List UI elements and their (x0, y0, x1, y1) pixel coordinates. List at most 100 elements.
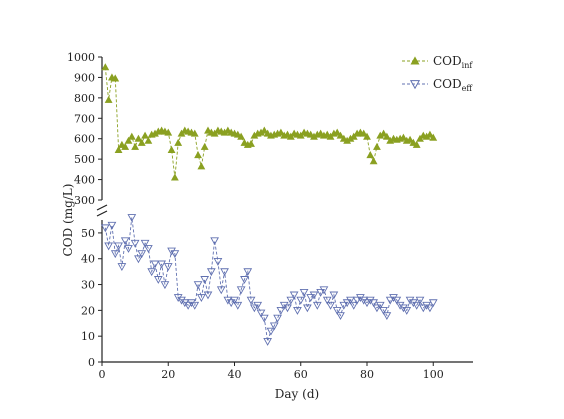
data-point-inf (260, 126, 269, 134)
data-point-eff (375, 301, 385, 310)
data-point-inf (194, 151, 202, 159)
data-point-eff (326, 301, 335, 310)
data-point-eff (322, 296, 332, 305)
upper-y-tick-label: 400 (74, 174, 95, 187)
data-point-eff (372, 304, 382, 313)
axis-break (96, 204, 108, 217)
data-point-inf (141, 131, 149, 139)
legend-marker-inf (410, 56, 420, 65)
data-point-eff (177, 296, 186, 305)
data-point-eff (124, 245, 133, 253)
upper-y-tick-label: 500 (74, 153, 95, 166)
upper-y-tick-label: 800 (74, 92, 95, 105)
data-point-inf (137, 138, 146, 146)
data-point-inf (190, 129, 199, 137)
data-point-eff (210, 237, 219, 246)
data-point-eff (230, 296, 239, 305)
data-point-inf (379, 129, 388, 137)
data-point-eff (134, 255, 143, 264)
data-point-eff (157, 260, 166, 269)
x-tick-label: 0 (99, 368, 106, 381)
data-point-eff (240, 276, 249, 284)
data-point-eff (226, 299, 236, 308)
lower-y-tick-label: 10 (81, 330, 95, 343)
data-point-inf (359, 129, 368, 137)
data-point-eff (253, 301, 263, 310)
data-point-eff (382, 312, 392, 321)
data-point-eff (365, 296, 375, 305)
series-line-eff (104, 217, 434, 342)
data-point-eff (197, 294, 206, 302)
data-point-inf (144, 136, 153, 144)
data-point-eff (100, 224, 110, 233)
data-point-eff (418, 304, 428, 313)
data-point-inf (406, 135, 414, 143)
data-point-eff (120, 237, 130, 246)
x-tick-label: 60 (294, 368, 308, 381)
data-point-eff (385, 296, 395, 305)
legend: CODinf CODeff (402, 54, 473, 93)
data-point-eff (296, 296, 306, 305)
data-point-eff (130, 239, 140, 248)
data-point-eff (329, 291, 339, 300)
lower-y-ticks: 0 10 20 30 40 50 (81, 227, 102, 369)
data-point-eff (193, 281, 203, 290)
lower-y-tick-label: 30 (81, 279, 95, 292)
series-inf (101, 63, 438, 181)
data-point-eff (356, 294, 365, 302)
series-layer (100, 63, 438, 346)
upper-y-tick-label: 900 (74, 71, 95, 84)
data-point-eff (256, 309, 266, 318)
data-point-eff (187, 299, 196, 308)
data-point-eff (147, 268, 157, 277)
data-point-eff (412, 301, 422, 310)
data-point-eff (279, 301, 289, 310)
data-point-inf (237, 132, 246, 140)
data-point-eff (352, 296, 362, 305)
data-point-eff (299, 288, 309, 297)
x-tick-label: 80 (360, 368, 374, 381)
data-point-eff (190, 301, 200, 310)
lower-y-tick-label: 40 (81, 253, 95, 266)
data-point-eff (140, 239, 150, 248)
x-axis-title: Day (d) (275, 387, 319, 401)
data-point-eff (409, 299, 418, 308)
data-point-eff (153, 276, 163, 284)
data-point-eff (144, 245, 153, 253)
upper-y-tick-label: 1000 (67, 51, 95, 64)
data-point-inf (333, 128, 342, 136)
data-point-eff (263, 338, 272, 346)
data-point-inf (382, 132, 391, 140)
data-point-eff (369, 299, 378, 308)
data-point-eff (167, 247, 176, 256)
data-point-eff (392, 296, 402, 305)
data-point-eff (339, 301, 349, 310)
data-point-eff (259, 314, 269, 323)
data-point-inf (134, 134, 143, 142)
data-point-eff (425, 304, 435, 313)
data-point-eff (213, 257, 223, 266)
data-point-inf (114, 145, 123, 153)
data-point-eff (216, 286, 226, 295)
data-point-eff (137, 250, 147, 259)
data-point-inf (111, 74, 120, 82)
data-point-eff (362, 299, 372, 308)
data-point-eff (286, 296, 296, 305)
data-point-inf (170, 173, 179, 181)
data-point-inf (247, 139, 255, 147)
data-point-inf (167, 145, 176, 153)
data-point-inf (369, 157, 378, 165)
data-point-inf (426, 130, 434, 138)
data-point-eff (173, 294, 183, 302)
data-point-eff (150, 260, 160, 269)
x-ticks: 0 20 40 60 80 100 (99, 362, 444, 381)
data-point-eff (306, 294, 316, 302)
data-point-eff (243, 268, 253, 277)
upper-y-tick-label: 600 (74, 133, 95, 146)
data-point-eff (349, 301, 359, 310)
data-point-inf (363, 132, 371, 140)
data-point-eff (303, 304, 312, 313)
data-point-eff (233, 301, 243, 310)
data-point-eff (359, 296, 369, 305)
